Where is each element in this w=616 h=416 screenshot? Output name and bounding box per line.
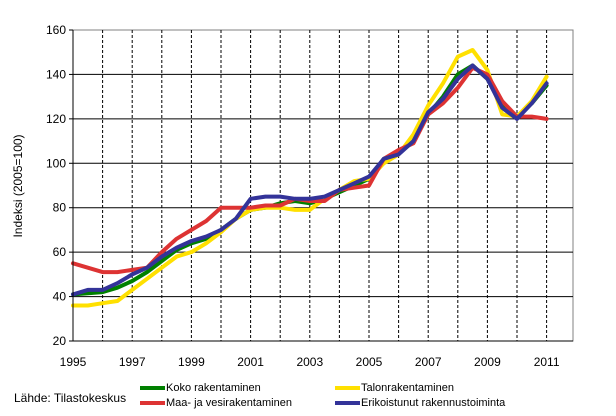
legend-label: Maa- ja vesirakentaminen bbox=[166, 397, 292, 409]
y-tick-label: 120 bbox=[46, 112, 66, 126]
x-tick-label: 2007 bbox=[415, 355, 442, 369]
series-line bbox=[71, 48, 549, 308]
y-tick-label: 80 bbox=[53, 201, 67, 215]
legend-item-maa: Maa- ja vesirakentaminen bbox=[140, 397, 292, 409]
y-tick-label: 140 bbox=[46, 67, 66, 81]
x-tick-label: 1999 bbox=[178, 355, 205, 369]
legend-item-talo: Talonrakentaminen bbox=[335, 382, 454, 394]
y-tick-label: 160 bbox=[46, 23, 66, 37]
y-tick-label: 40 bbox=[53, 290, 67, 304]
y-tick-label: 20 bbox=[53, 334, 67, 348]
y-axis-label: Indeksi (2005=100) bbox=[11, 134, 25, 237]
x-tick-label: 2005 bbox=[356, 355, 383, 369]
y-tick-label: 60 bbox=[53, 245, 67, 259]
axes: 20 40 60 80 100 120 140 160 1995 1997 1999 2001 2003… bbox=[46, 23, 573, 369]
plot-area bbox=[72, 29, 574, 342]
x-tick-label: 1995 bbox=[60, 355, 87, 369]
legend-label: Koko rakentaminen bbox=[166, 382, 261, 394]
x-tick-label: 2001 bbox=[237, 355, 264, 369]
legend-swatch bbox=[335, 386, 360, 390]
grid bbox=[72, 29, 574, 342]
legend-label: Talonrakentaminen bbox=[361, 382, 454, 394]
x-tick-label: 2011 bbox=[534, 355, 560, 369]
x-tick-label: 1997 bbox=[119, 355, 146, 369]
series-line bbox=[71, 63, 549, 297]
legend-item-erikoistunut: Erikoistunut rakennustoiminta bbox=[335, 397, 505, 409]
x-tick-label: 2003 bbox=[296, 355, 323, 369]
legend-item-koko: Koko rakentaminen bbox=[140, 382, 261, 394]
series-lines bbox=[71, 48, 549, 308]
x-tick-label: 2009 bbox=[474, 355, 501, 369]
legend-swatch bbox=[140, 401, 165, 405]
y-tick-label: 100 bbox=[46, 156, 66, 170]
legend-label: Erikoistunut rakennustoiminta bbox=[361, 397, 506, 409]
source-note: Lähde: Tilastokeskus bbox=[14, 391, 127, 405]
legend-swatch bbox=[335, 401, 360, 405]
legend-swatch bbox=[140, 386, 165, 390]
